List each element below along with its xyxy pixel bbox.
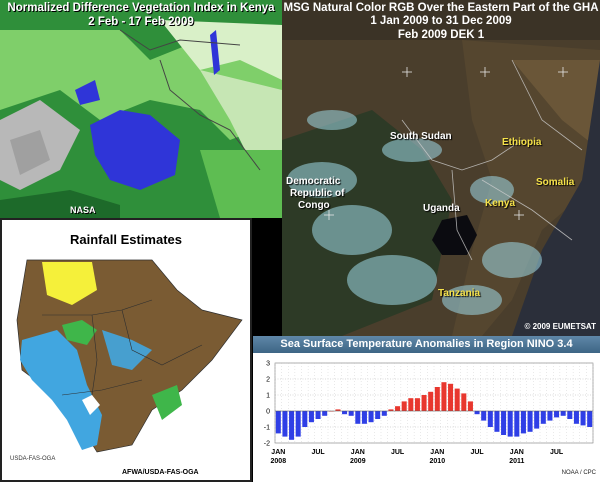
sst-bar bbox=[507, 411, 513, 437]
sst-chart-panel: Sea Surface Temperature Anomalies in Reg… bbox=[253, 336, 600, 482]
rainfall-credit-small: USDA-FAS-OGA bbox=[10, 456, 56, 462]
sst-bar bbox=[474, 411, 480, 415]
sst-bar bbox=[375, 411, 381, 419]
sst-bar bbox=[275, 411, 281, 434]
msg-copyright: © 2009 EUMETSAT bbox=[524, 322, 596, 331]
sst-x-tick-label: JAN bbox=[430, 449, 444, 456]
sst-bar bbox=[448, 383, 454, 411]
label-drc-line1: Democratic bbox=[286, 176, 341, 187]
label-tanzania: Tanzania bbox=[438, 288, 481, 299]
sst-bar bbox=[467, 401, 473, 411]
sst-bar bbox=[395, 406, 401, 411]
sst-y-tick-label: 2 bbox=[266, 377, 270, 384]
sst-bar bbox=[454, 388, 460, 411]
sst-bar bbox=[408, 398, 414, 411]
sst-bar bbox=[534, 411, 540, 429]
sst-bar bbox=[580, 411, 586, 426]
sst-x-tick-label: JUL bbox=[470, 449, 484, 456]
msg-title-line1: MSG Natural Color RGB Over the Eastern P… bbox=[283, 2, 599, 14]
sst-bar bbox=[421, 395, 427, 411]
msg-title-line2: 1 Jan 2009 to 31 Dec 2009 bbox=[370, 15, 512, 27]
sst-bar bbox=[527, 411, 533, 432]
sst-x-tick-label: JUL bbox=[550, 449, 564, 456]
msg-satellite-image bbox=[282, 0, 600, 336]
sst-bar bbox=[368, 411, 374, 423]
sst-bar bbox=[461, 393, 467, 411]
sst-year-label: 2008 bbox=[271, 458, 287, 465]
sst-year-label: 2009 bbox=[350, 458, 366, 465]
sst-bar bbox=[322, 411, 328, 416]
sst-bar bbox=[308, 411, 314, 423]
sst-bar bbox=[282, 411, 288, 437]
sst-bar bbox=[494, 411, 500, 432]
sst-y-tick-label: -2 bbox=[264, 441, 270, 448]
sst-credit: NOAA / CPC bbox=[561, 470, 596, 476]
sst-bar bbox=[554, 411, 560, 418]
rainfall-credit: AFWA/USDA-FAS-OGA bbox=[122, 469, 199, 476]
sst-x-tick-label: JAN bbox=[510, 449, 524, 456]
sst-bar bbox=[547, 411, 553, 421]
sst-bar bbox=[342, 411, 348, 415]
sst-bar bbox=[514, 411, 520, 437]
label-ethiopia: Ethiopia bbox=[502, 137, 542, 148]
sst-bar bbox=[560, 411, 566, 416]
sst-bar bbox=[388, 409, 394, 411]
sst-bar bbox=[355, 411, 361, 424]
sst-x-tick-label: JAN bbox=[351, 449, 365, 456]
label-drc-line2: Republic of bbox=[290, 188, 345, 199]
label-somalia: Somalia bbox=[536, 177, 575, 188]
sst-x-tick-label: JAN bbox=[271, 449, 285, 456]
ndvi-title-line1: Normalized Difference Vegetation Index i… bbox=[7, 2, 275, 14]
rainfall-panel: Rainfall Estimates USDA-FAS-OGA AFWA/USD… bbox=[0, 218, 252, 482]
rainfall-map bbox=[14, 258, 243, 454]
sst-bar bbox=[587, 411, 593, 427]
sst-bar bbox=[295, 411, 301, 437]
sst-bar bbox=[567, 411, 573, 419]
label-south-sudan: South Sudan bbox=[390, 131, 452, 142]
sst-bar bbox=[401, 401, 407, 411]
sst-bar bbox=[361, 411, 367, 424]
sst-bar bbox=[487, 411, 493, 427]
sst-title: Sea Surface Temperature Anomalies in Reg… bbox=[280, 338, 573, 350]
sst-bar bbox=[381, 411, 387, 416]
rainfall-title: Rainfall Estimates bbox=[70, 232, 182, 247]
ndvi-map bbox=[0, 0, 282, 218]
sst-year-label: 2010 bbox=[430, 458, 446, 465]
sst-x-tick-label: JUL bbox=[391, 449, 405, 456]
sst-header: Sea Surface Temperature Anomalies in Reg… bbox=[253, 336, 600, 353]
sst-bar bbox=[520, 411, 526, 434]
sst-bar bbox=[573, 411, 579, 424]
msg-satellite-panel: MSG Natural Color RGB Over the Eastern P… bbox=[282, 0, 600, 336]
label-drc-line3: Congo bbox=[298, 200, 330, 211]
sst-bar bbox=[335, 409, 341, 411]
sst-y-tick-label: 3 bbox=[266, 361, 270, 368]
sst-bar bbox=[501, 411, 507, 435]
ndvi-map-panel: Normalized Difference Vegetation Index i… bbox=[0, 0, 282, 218]
sst-bar bbox=[414, 398, 420, 411]
sst-bar bbox=[302, 411, 308, 427]
sst-year-label: 2011 bbox=[509, 458, 524, 465]
sst-bar bbox=[428, 391, 434, 411]
sst-y-tick-label: -1 bbox=[264, 425, 270, 432]
ndvi-title-line2: 2 Feb - 17 Feb 2009 bbox=[88, 16, 194, 28]
sst-y-tick-label: 0 bbox=[266, 409, 270, 416]
sst-bar bbox=[481, 411, 487, 421]
sst-x-tick-label: JUL bbox=[311, 449, 325, 456]
sst-bar bbox=[315, 411, 321, 419]
msg-title-line3: Feb 2009 DEK 1 bbox=[397, 29, 485, 41]
sst-y-tick-label: 1 bbox=[266, 393, 270, 400]
sst-bar bbox=[441, 382, 447, 411]
sst-bar bbox=[540, 411, 546, 424]
label-kenya: Kenya bbox=[485, 198, 516, 209]
label-uganda: Uganda bbox=[423, 203, 460, 214]
sst-bar bbox=[348, 411, 354, 416]
sst-bar bbox=[434, 387, 440, 411]
sst-bar bbox=[289, 411, 295, 440]
ndvi-credit: NASA bbox=[70, 205, 96, 215]
